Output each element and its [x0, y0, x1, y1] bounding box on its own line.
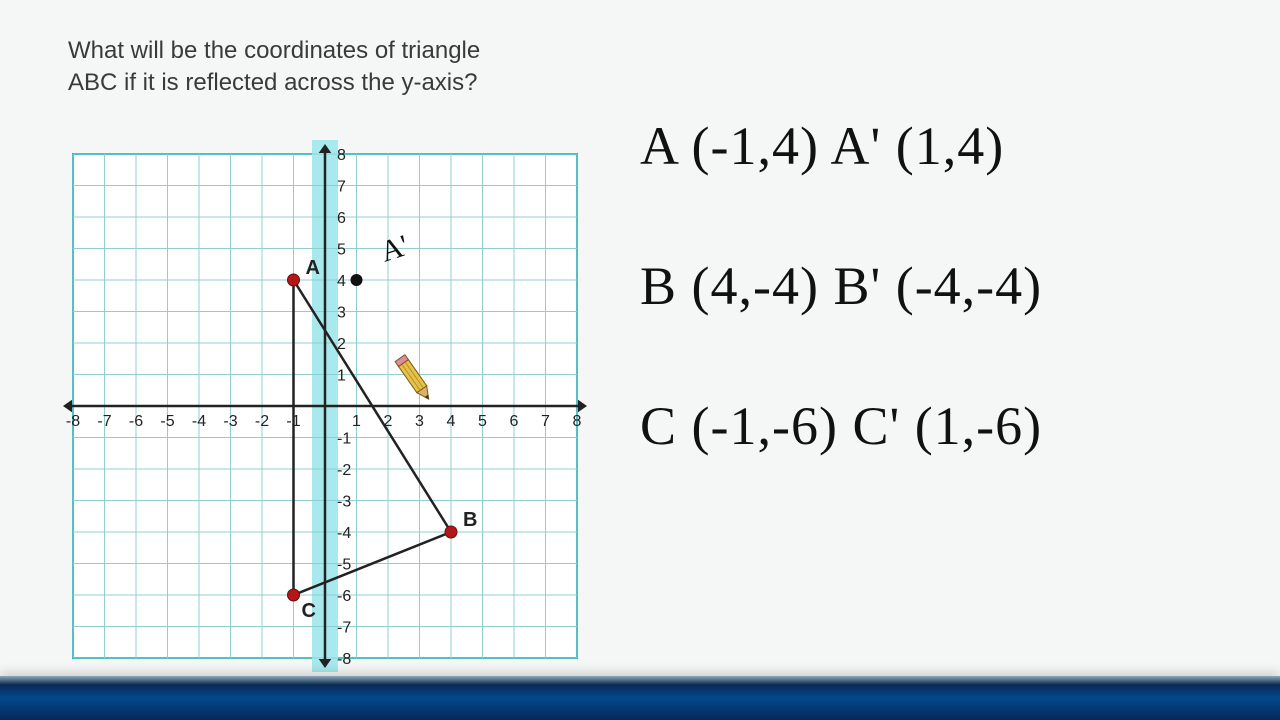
vertex-label-C: C	[302, 600, 316, 622]
handwritten-answers: A (-1,4) A' (1,4) B (4,-4) B' (-4,-4) C (-…	[630, 60, 1250, 480]
hand-row-0: A (-1,4) A' (1,4)	[640, 115, 1004, 177]
x-tick-label: 5	[478, 413, 487, 430]
y-tick-label: -6	[337, 588, 351, 605]
question-line2: ABC if it is reflected across the y-axis…	[68, 69, 477, 96]
reflected-point-a-prime	[351, 274, 363, 286]
y-tick-label: -3	[337, 494, 351, 511]
y-tick-label: 1	[337, 368, 346, 385]
y-tick-label: 7	[337, 179, 346, 196]
y-tick-label: -4	[337, 525, 351, 542]
y-tick-label: -5	[337, 557, 351, 574]
y-tick-label: 4	[337, 273, 346, 290]
footer-strip	[0, 676, 1280, 720]
x-tick-label: 1	[352, 413, 361, 430]
vertex-C	[288, 589, 300, 601]
x-tick-label: -2	[255, 413, 269, 430]
x-tick-label: -5	[160, 413, 174, 430]
hand-row-2: C (-1,-6) C' (1,-6)	[640, 395, 1042, 457]
axis-arrowhead	[63, 400, 72, 413]
x-tick-label: -8	[66, 413, 80, 430]
y-tick-label: -8	[337, 651, 351, 668]
y-tick-label: -1	[337, 431, 351, 448]
vertex-B	[445, 526, 457, 538]
vertex-A	[288, 274, 300, 286]
hand-row-1: B (4,-4) B' (-4,-4)	[640, 255, 1042, 317]
question-text: What will be the coordinates of triangle…	[68, 35, 480, 100]
y-tick-label: -2	[337, 462, 351, 479]
y-tick-label: 6	[337, 210, 346, 227]
x-tick-label: -4	[192, 413, 206, 430]
x-tick-label: -7	[97, 413, 111, 430]
x-tick-label: 8	[573, 413, 582, 430]
x-tick-label: 4	[447, 413, 456, 430]
vertex-label-B: B	[463, 509, 477, 531]
y-tick-label: -7	[337, 620, 351, 637]
x-tick-label: -3	[223, 413, 237, 430]
y-tick-label: 3	[337, 305, 346, 322]
x-tick-label: 6	[510, 413, 519, 430]
x-tick-label: -6	[129, 413, 143, 430]
grid-svg: -8-7-6-5-4-3-2-112345678-8-7-6-5-4-3-2-1…	[50, 118, 590, 678]
coordinate-grid: -8-7-6-5-4-3-2-112345678-8-7-6-5-4-3-2-1…	[50, 118, 590, 678]
vertex-label-A: A	[306, 257, 320, 279]
x-tick-label: 7	[541, 413, 550, 430]
question-line1: What will be the coordinates of triangle	[68, 37, 480, 64]
x-tick-label: 3	[415, 413, 424, 430]
axis-arrowhead	[578, 400, 587, 413]
y-tick-label: 8	[337, 147, 346, 164]
y-tick-label: 5	[337, 242, 346, 259]
